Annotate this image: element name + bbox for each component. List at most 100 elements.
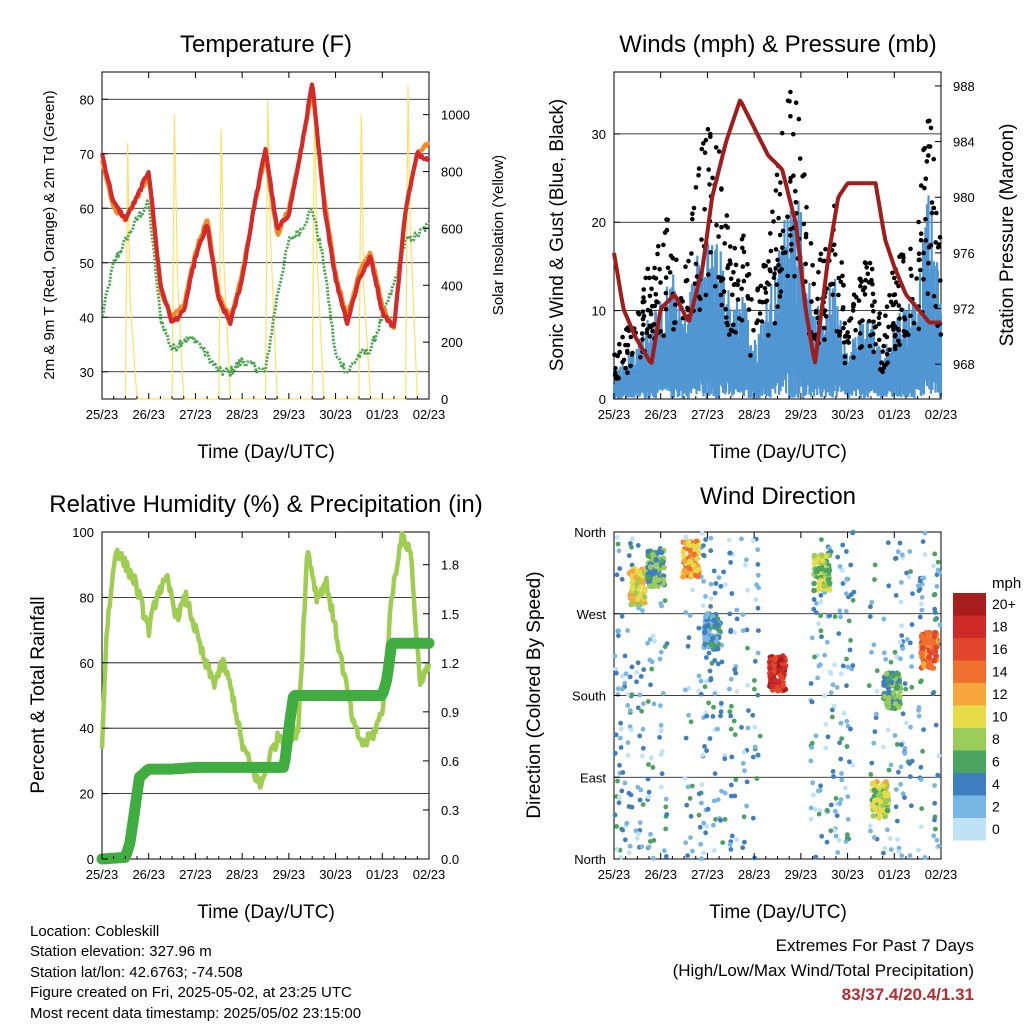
direction-point	[910, 591, 915, 597]
legend-swatch	[953, 773, 986, 796]
direction-point	[704, 823, 710, 829]
relative-humidity-line	[99, 530, 432, 790]
direction-point	[727, 611, 733, 617]
direction-point	[811, 597, 817, 602]
direction-point	[620, 686, 625, 692]
direction-point	[615, 686, 621, 692]
direction-point	[872, 562, 878, 568]
direction-point	[707, 668, 713, 674]
direction-point	[752, 724, 758, 730]
direction-point	[934, 837, 940, 843]
direction-point	[700, 552, 706, 558]
gust-point	[665, 265, 671, 271]
direction-point	[882, 845, 888, 851]
x-tick-label: 25/23	[598, 407, 631, 422]
gust-point	[887, 293, 892, 298]
gust-point	[796, 116, 802, 122]
gust-point	[708, 250, 713, 255]
direction-point	[640, 802, 646, 807]
gust-point	[629, 352, 635, 357]
gust-point	[860, 287, 866, 293]
humidity-title: Relative Humidity (%) & Precipitation (i…	[49, 491, 482, 518]
direction-cluster-point	[924, 634, 930, 641]
direction-point	[734, 607, 740, 613]
direction-point	[819, 833, 825, 839]
gust-point	[811, 281, 816, 287]
gust-point	[741, 278, 747, 284]
gust-point	[617, 350, 622, 355]
direction-cluster-point	[647, 564, 654, 570]
direction-cluster-point	[925, 662, 932, 669]
x-tick-label: 27/23	[179, 867, 212, 882]
direction-point	[893, 555, 899, 561]
direction-point	[933, 722, 939, 728]
direction-point	[619, 788, 625, 794]
direction-cluster-point	[881, 682, 887, 688]
direction-point	[697, 824, 703, 830]
direction-point	[898, 782, 903, 787]
direction-point	[919, 824, 924, 830]
temperature-y2label: Solar Insolation (Yellow)	[490, 155, 507, 315]
legend-label: 20+	[992, 596, 1016, 612]
direction-point	[708, 548, 714, 554]
gust-point	[761, 264, 767, 269]
direction-point	[712, 771, 718, 776]
gust-point	[697, 307, 702, 313]
gust-point	[641, 313, 647, 319]
gust-point	[896, 338, 901, 344]
gust-point	[702, 207, 707, 212]
direction-point	[872, 729, 878, 735]
gust-point	[791, 131, 796, 137]
direction-point	[729, 754, 735, 760]
direction-point	[663, 796, 669, 802]
gust-point	[716, 234, 721, 239]
direction-point	[899, 552, 905, 558]
direction-point	[908, 803, 914, 809]
gust-point	[858, 276, 863, 282]
direction-point	[622, 780, 628, 786]
x-tick-label: 25/23	[86, 867, 119, 882]
direction-point	[634, 836, 640, 841]
direction-point	[822, 693, 827, 698]
direction-point	[757, 733, 763, 739]
gust-point	[774, 172, 780, 178]
gust-point	[918, 183, 924, 188]
direction-point	[808, 805, 814, 811]
direction-point	[637, 733, 643, 739]
gust-point	[886, 324, 891, 330]
direction-point	[742, 839, 747, 845]
direction-point	[703, 537, 708, 542]
direction-point	[902, 795, 907, 800]
direction-point	[810, 780, 816, 786]
station-pressure-line	[612, 98, 942, 365]
direction-point	[711, 704, 716, 710]
gust-point	[663, 290, 669, 296]
direction-point	[808, 816, 814, 822]
gust-point	[863, 260, 868, 266]
direction-point	[727, 709, 733, 715]
direction-cluster-point	[870, 780, 876, 786]
gust-point	[699, 237, 704, 242]
direction-cluster-point	[680, 574, 686, 580]
gust-point	[908, 266, 913, 272]
direction-point	[647, 637, 653, 642]
direction-point	[727, 686, 732, 692]
gust-point	[779, 130, 785, 136]
direction-cluster-point	[826, 587, 833, 593]
gust-point	[647, 334, 652, 339]
direction-cluster-point	[629, 568, 635, 574]
direction-point	[892, 733, 898, 738]
gust-point	[877, 311, 882, 316]
gust-point	[871, 309, 876, 314]
gust-point	[938, 332, 944, 337]
gust-point	[732, 281, 738, 287]
gust-point	[902, 315, 907, 320]
x-tick-label: 27/23	[179, 407, 212, 422]
y2-tick-label: 200	[441, 335, 463, 350]
direction-point	[688, 813, 694, 819]
direction-point	[809, 745, 815, 750]
direction-point	[623, 671, 629, 677]
gust-point	[870, 291, 876, 297]
direction-point	[916, 588, 922, 594]
legend-label: 0	[992, 821, 1000, 837]
